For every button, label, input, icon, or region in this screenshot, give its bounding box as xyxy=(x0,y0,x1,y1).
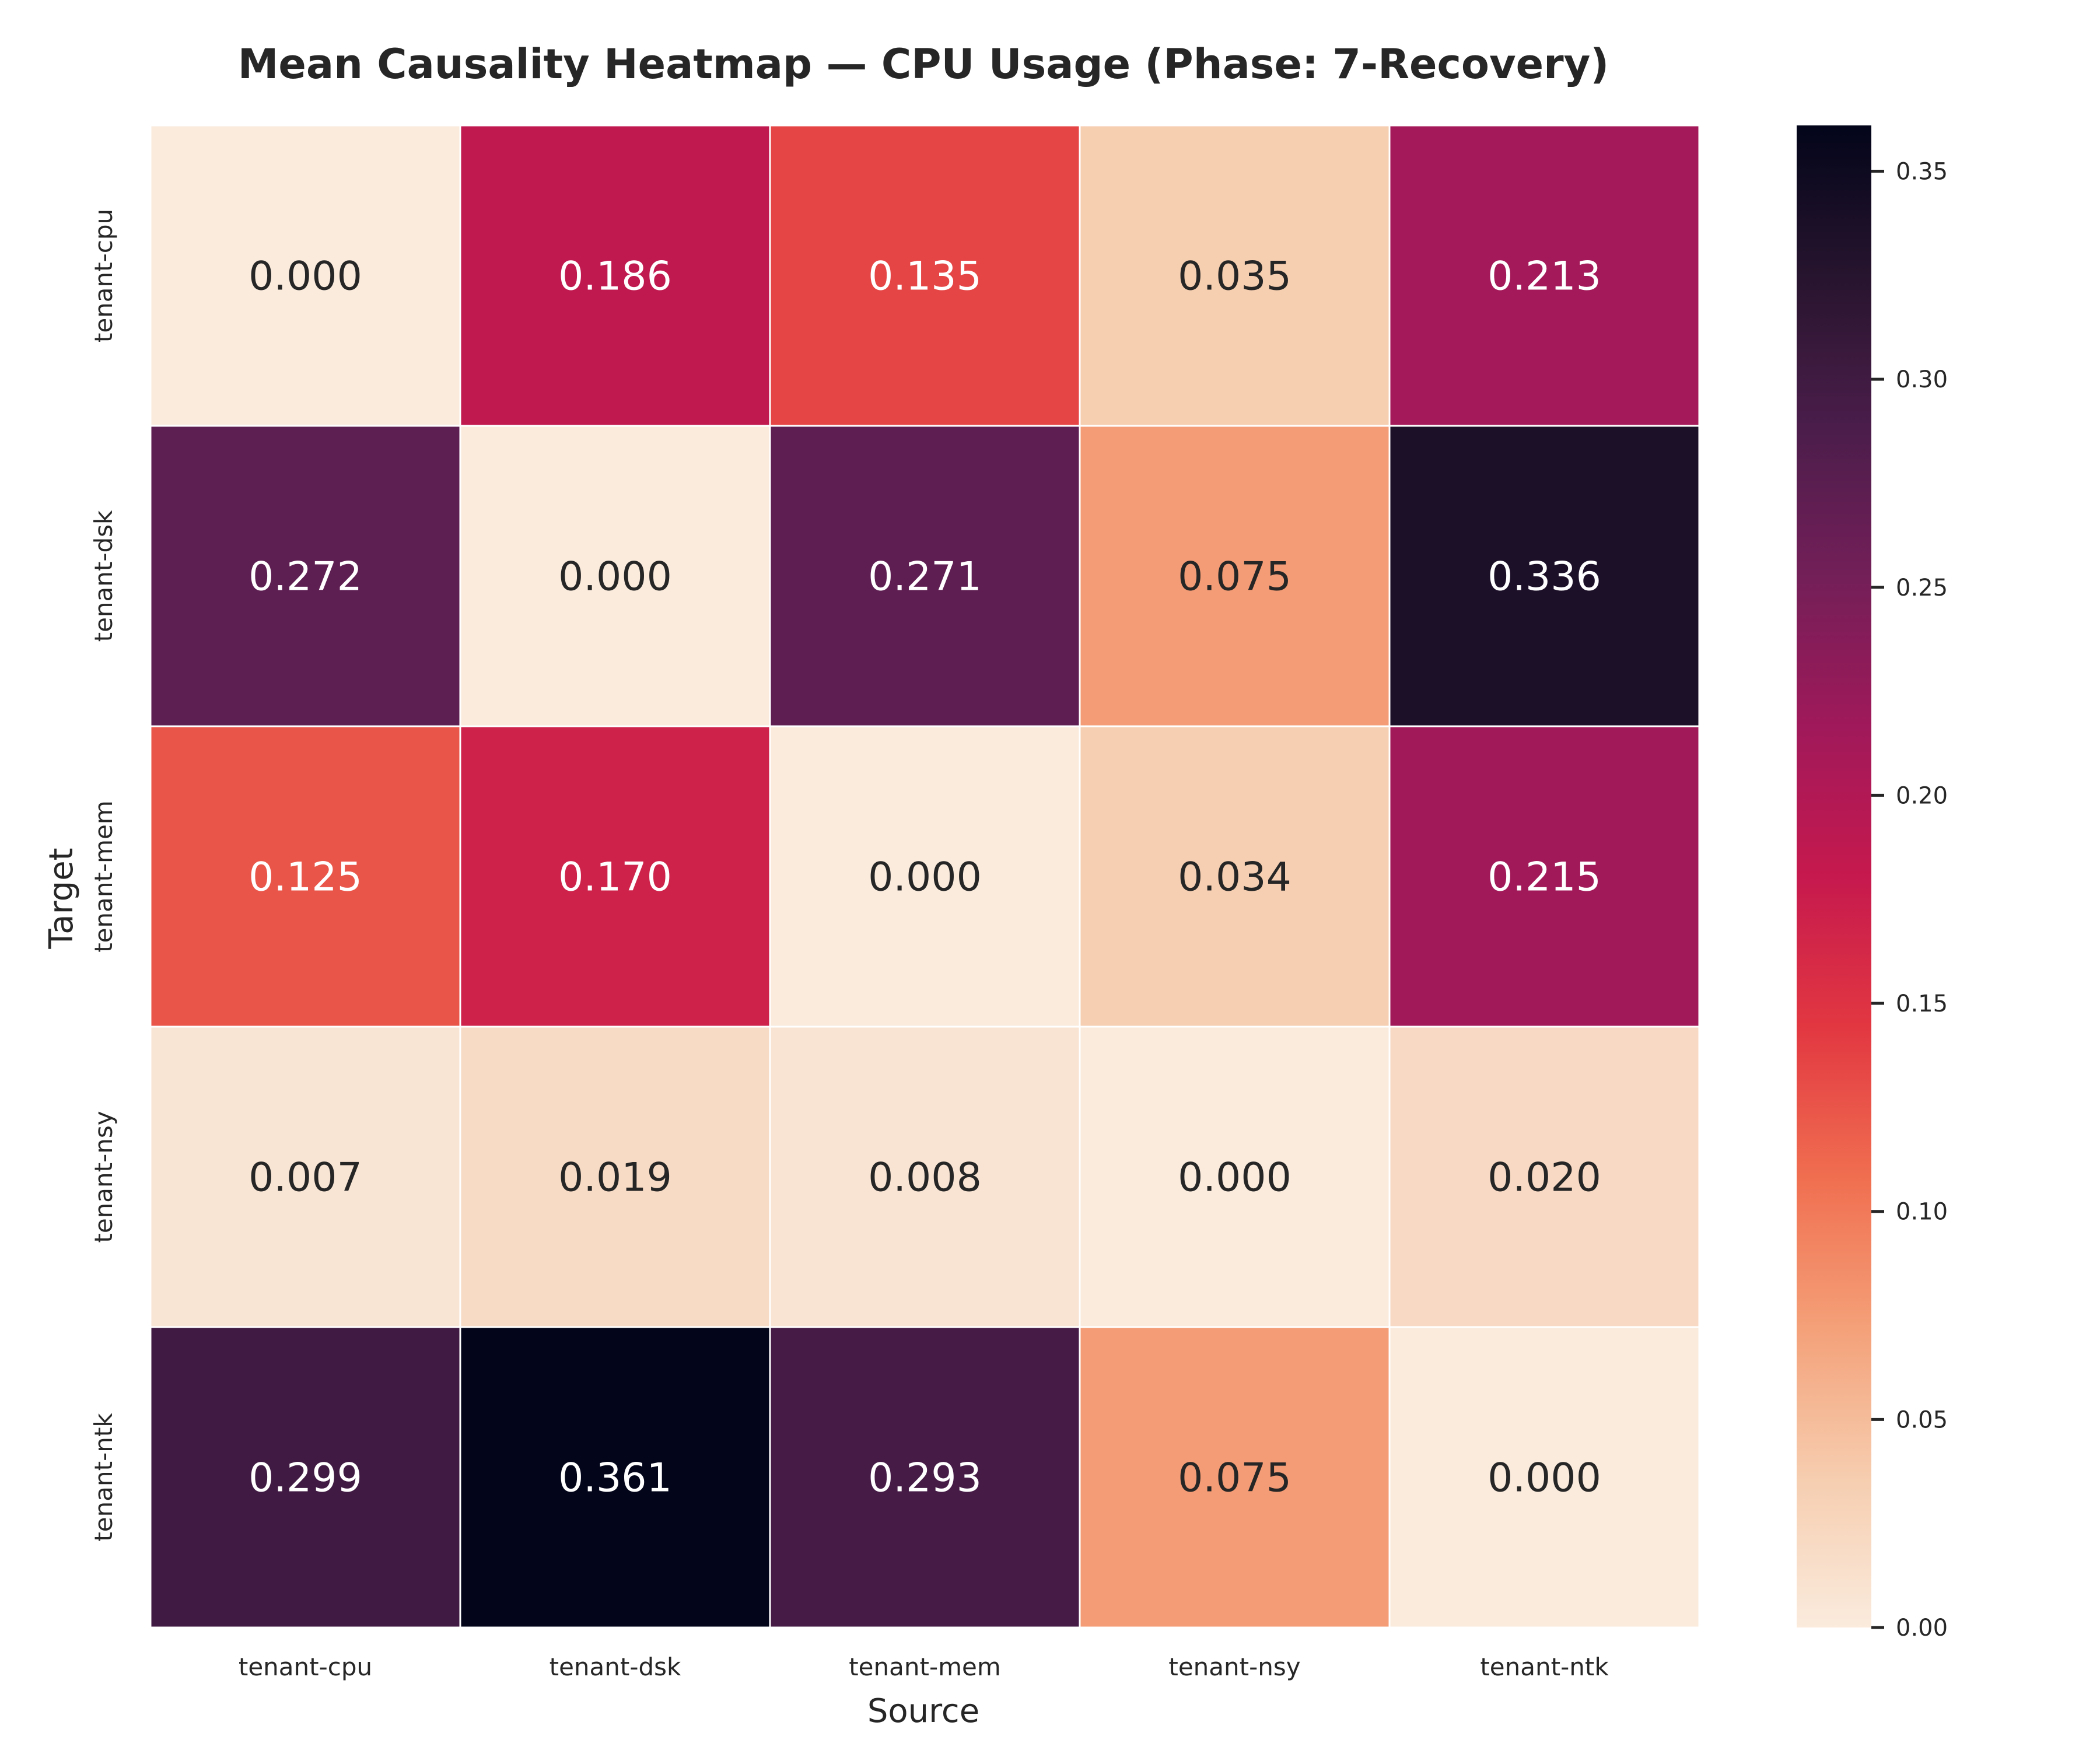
y-axis-ticks: tenant-cpu tenant-dsk tenant-mem tenant-nsy… xyxy=(89,209,118,1542)
x-tick-label: tenant-dsk xyxy=(550,1653,681,1681)
x-axis-label: Source xyxy=(867,1692,979,1730)
colorbar-tick-label: 0.35 xyxy=(1896,158,1948,185)
cell-value-label: 0.186 xyxy=(558,254,672,300)
y-axis-label: Target xyxy=(43,848,80,949)
colorbar-ticks: 0.00 0.05 0.10 0.15 0.20 0.25 0.30 0.35 xyxy=(1871,158,1948,1642)
cell-value-label: 0.034 xyxy=(1178,855,1292,901)
cell-value-label: 0.035 xyxy=(1178,254,1292,300)
x-axis-ticks: tenant-cpu tenant-dsk tenant-mem tenant-nsy… xyxy=(239,1653,1609,1681)
y-tick-label: tenant-nsy xyxy=(89,1111,118,1242)
colorbar-tick-label: 0.05 xyxy=(1896,1406,1948,1433)
y-tick-label: tenant-cpu xyxy=(89,209,118,342)
chart-title: Mean Causality Heatmap — CPU Usage (Phas… xyxy=(238,40,1609,88)
cell-value-label: 0.135 xyxy=(868,254,982,300)
cell-value-label: 0.000 xyxy=(1178,1155,1292,1201)
cell-value-label: 0.008 xyxy=(868,1155,982,1201)
cell-value-label: 0.215 xyxy=(1488,855,1601,901)
heatmap-cell xyxy=(1388,1326,1700,1629)
cell-value-label: 0.293 xyxy=(868,1455,982,1502)
heatmap-cell xyxy=(149,124,461,427)
cell-value-label: 0.213 xyxy=(1488,254,1601,300)
heatmap-cell xyxy=(769,124,1081,427)
heatmap-cell xyxy=(459,1326,771,1629)
cell-value-label: 0.075 xyxy=(1178,1455,1292,1502)
heatmap-cell xyxy=(149,1026,461,1328)
cell-value-label: 0.271 xyxy=(868,554,982,600)
cell-value-label: 0.007 xyxy=(249,1155,362,1201)
y-tick-label: tenant-dsk xyxy=(89,510,118,642)
heatmap-cell-labels: 0.000 0.186 0.135 0.035 0.213 0.272 0.000 0.271… xyxy=(249,254,1601,1502)
heatmap-cell xyxy=(1388,725,1700,1028)
heatmap-cell xyxy=(769,425,1081,727)
cell-value-label: 0.020 xyxy=(1488,1155,1601,1201)
heatmap-cell xyxy=(1388,1026,1700,1328)
x-tick-label: tenant-cpu xyxy=(239,1653,372,1681)
heatmap-cell xyxy=(1388,124,1700,427)
colorbar-tick-label: 0.30 xyxy=(1896,366,1948,393)
cell-value-label: 0.125 xyxy=(249,855,362,901)
colorbar-tick-label: 0.25 xyxy=(1896,575,1948,601)
heatmap-cells xyxy=(149,124,1700,1629)
cell-value-label: 0.299 xyxy=(249,1455,362,1502)
colorbar-tick-label: 0.20 xyxy=(1896,782,1948,809)
y-tick-label: tenant-ntk xyxy=(89,1413,118,1542)
heatmap-cell xyxy=(1079,124,1391,427)
cell-value-label: 0.000 xyxy=(558,554,672,600)
cell-value-label: 0.336 xyxy=(1488,554,1601,600)
heatmap-cell xyxy=(459,1026,771,1328)
cell-value-label: 0.000 xyxy=(868,855,982,901)
colorbar-tick-label: 0.15 xyxy=(1896,991,1948,1017)
heatmap-cell xyxy=(149,1326,461,1629)
heatmap-cell xyxy=(459,124,771,427)
cell-value-label: 0.170 xyxy=(558,855,672,901)
heatmap-cell xyxy=(769,725,1081,1028)
cell-value-label: 0.000 xyxy=(1488,1455,1601,1502)
cell-value-label: 0.019 xyxy=(558,1155,672,1201)
cell-value-label: 0.075 xyxy=(1178,554,1292,600)
heatmap-cell xyxy=(149,425,461,727)
colorbar-tick-label: 0.00 xyxy=(1896,1615,1948,1642)
heatmap-cell xyxy=(1079,725,1391,1028)
cell-value-label: 0.361 xyxy=(558,1455,672,1502)
y-tick-label: tenant-mem xyxy=(89,800,118,953)
heatmap-cell xyxy=(459,725,771,1028)
cell-value-label: 0.000 xyxy=(249,254,362,300)
colorbar xyxy=(1797,125,1871,1628)
cell-value-label: 0.272 xyxy=(249,554,362,600)
x-tick-label: tenant-mem xyxy=(849,1653,1001,1681)
heatmap-cell xyxy=(1388,425,1700,727)
colorbar-tick-label: 0.10 xyxy=(1896,1199,1948,1226)
x-tick-label: tenant-ntk xyxy=(1480,1653,1609,1681)
heatmap-cell xyxy=(459,425,771,727)
heatmap-cell xyxy=(769,1026,1081,1328)
x-tick-label: tenant-nsy xyxy=(1168,1653,1300,1681)
heatmap-cell xyxy=(769,1326,1081,1629)
heatmap-cell xyxy=(1079,1026,1391,1328)
